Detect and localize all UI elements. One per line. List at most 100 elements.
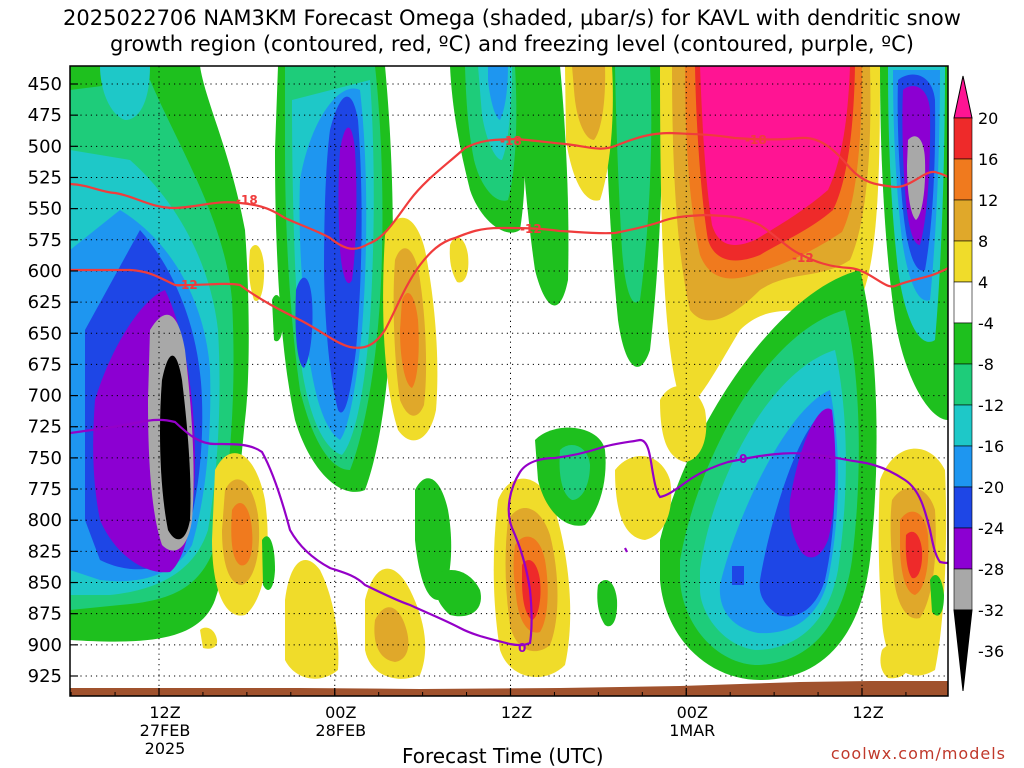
colorbar: 20 16 12 8 4 -4 -8 -12 -16 -20 -24 -28 -32 -36 <box>953 75 1004 692</box>
omega-region-yellow-u <box>249 245 265 301</box>
contour-label-zero-b: 0 <box>739 452 747 466</box>
contour-labels: -18 -18 -18 -12 -12 -12 0 0 <box>176 133 814 655</box>
colorbar-label: -16 <box>978 437 1004 456</box>
omega-region-yellow-s <box>880 644 911 679</box>
y-tick-label: 550 <box>28 199 62 220</box>
colorbar-label: -32 <box>978 601 1004 620</box>
omega-region-blue-small <box>732 566 744 585</box>
omega-region-yellow-t <box>200 627 218 649</box>
omega-region-purple-k <box>789 408 836 558</box>
colorbar-label: -28 <box>978 560 1004 579</box>
plot-frame <box>69 65 949 697</box>
contour-zero <box>70 418 948 647</box>
colorbar-label: 8 <box>978 232 988 251</box>
y-tick-label: 750 <box>28 448 62 469</box>
contour-label-minus18-a: -18 <box>236 193 258 207</box>
omega-region-orange-a <box>231 502 253 566</box>
contour-zero-dot <box>624 547 628 553</box>
omega-region-yellow-r <box>660 386 707 462</box>
chart-title-line-1: 2025022706 NAM3KM Forecast Omega (shaded… <box>63 6 961 30</box>
contour-minus18 <box>70 131 948 250</box>
contour-label-minus12-c: -12 <box>792 251 814 265</box>
omega-region-teal-h <box>615 66 652 303</box>
contour-minus12 <box>70 213 948 349</box>
colorbar-label: -4 <box>978 314 994 333</box>
contours <box>70 131 948 647</box>
grid-lines <box>70 66 948 696</box>
y-tick-label: 500 <box>28 136 62 157</box>
colorbar-swatch <box>953 445 973 488</box>
omega-region-yellow-q <box>615 456 672 540</box>
colorbar-label: -20 <box>978 478 1004 497</box>
omega-region-green-e <box>262 536 275 590</box>
contour-label-minus12-b: -12 <box>520 222 542 236</box>
colorbar-swatch <box>953 158 973 201</box>
y-tick-label: 775 <box>28 479 62 500</box>
colorbar-swatch <box>953 322 973 365</box>
omega-region-yellow-b <box>285 560 339 679</box>
omega-region-cyan-top-left <box>100 66 150 120</box>
y-tick-label: 475 <box>28 105 62 126</box>
y-tick-label: 825 <box>28 541 62 562</box>
colorbar-swatch <box>953 486 973 529</box>
colorbar-bottom-arrow <box>953 609 973 692</box>
chart-title-line-2: growth region (contoured, red, ºC) and f… <box>110 32 914 56</box>
x-tick-label: 28FEB <box>315 721 366 740</box>
omega-region-green-c <box>415 478 452 600</box>
y-tick-label: 925 <box>28 666 62 687</box>
omega-region-gray-l <box>907 136 926 220</box>
omega-region-green-d <box>434 570 481 617</box>
y-tick-label: 575 <box>28 230 62 251</box>
y-tick-label: 625 <box>28 292 62 313</box>
colorbar-label: -36 <box>978 642 1004 661</box>
colorbar-label: 20 <box>978 109 998 128</box>
omega-region-pink-j <box>700 66 850 245</box>
colorbar-top-arrow <box>953 75 973 119</box>
colorbar-label: 12 <box>978 191 998 210</box>
y-tick-label: 450 <box>28 74 62 95</box>
omega-region-lightblue-f <box>488 66 508 120</box>
colorbar-swatch <box>953 568 973 611</box>
x-tick-label: 12Z <box>149 703 180 722</box>
y-tick-label: 600 <box>28 261 62 282</box>
y-tick-label: 525 <box>28 167 62 188</box>
contour-label-minus12-a: -12 <box>176 278 198 292</box>
colorbar-swatch <box>953 404 973 447</box>
y-axis: 450 475 500 525 550 575 600 625 650 675 700 725 750 7… <box>28 74 78 687</box>
colorbar-label: -8 <box>978 355 994 374</box>
terrain <box>70 681 948 696</box>
omega-region-purple-mid <box>338 127 357 284</box>
omega-region-gold-c <box>374 607 409 662</box>
y-tick-label: 700 <box>28 386 62 407</box>
x-tick-label: 12Z <box>501 703 532 722</box>
colorbar-swatch <box>953 281 973 324</box>
omega-region-green-x <box>930 575 944 616</box>
y-tick-label: 725 <box>28 417 62 438</box>
credit-text: coolwx.com/models <box>830 744 1006 763</box>
x-tick-label: 2025 <box>145 739 186 758</box>
omega-region-green-g <box>520 66 569 306</box>
colorbar-label: 4 <box>978 273 988 292</box>
x-axis-title: Forecast Time (UTC) <box>402 744 604 768</box>
y-tick-label: 650 <box>28 323 62 344</box>
omega-region-black-left <box>160 355 191 540</box>
x-tick-label: 00Z <box>325 703 356 722</box>
omega-region-teal-o <box>559 445 590 500</box>
y-tick-label: 875 <box>28 604 62 625</box>
omega-region-red-m <box>905 531 923 579</box>
colorbar-swatch <box>953 199 973 242</box>
contour-label-zero-a: 0 <box>518 641 526 655</box>
contour-label-minus18-c: -18 <box>745 133 767 147</box>
colorbar-swatch <box>953 527 973 570</box>
y-tick-label: 675 <box>28 354 62 375</box>
omega-region-yellow-v <box>449 237 469 283</box>
omega-region-green-p <box>597 580 618 627</box>
omega-shading-layer <box>70 66 948 696</box>
y-tick-label: 800 <box>28 510 62 531</box>
colorbar-label: -24 <box>978 519 1004 538</box>
colorbar-swatch <box>953 117 973 160</box>
x-tick-label: 00Z <box>677 703 708 722</box>
colorbar-swatch <box>953 240 973 283</box>
y-tick-label: 850 <box>28 573 62 594</box>
